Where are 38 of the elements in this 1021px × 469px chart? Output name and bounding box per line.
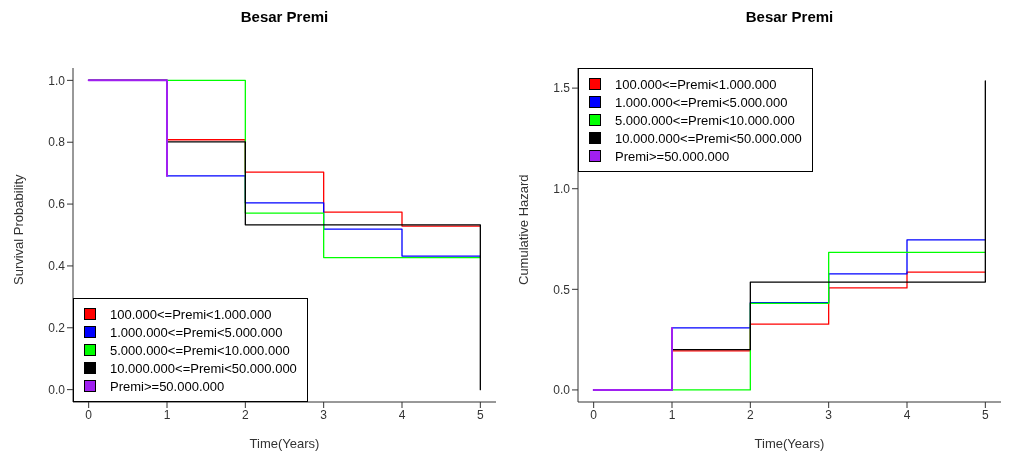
legend-label: 1.000.000<=Premi<5.000.000 bbox=[615, 94, 788, 110]
legend-label: Premi>=50.000.000 bbox=[615, 148, 730, 164]
legend-label: 5.000.000<=Premi<10.000.000 bbox=[615, 112, 795, 128]
y-tick-label: 1.0 bbox=[48, 73, 66, 88]
legend-label: 1.000.000<=Premi<5.000.000 bbox=[110, 324, 283, 340]
y-tick-label: 0.0 bbox=[553, 383, 571, 398]
x-tick-label: 4 bbox=[398, 407, 406, 422]
x-tick-label: 5 bbox=[476, 407, 484, 422]
chart-title: Besar Premi bbox=[744, 8, 835, 27]
chart-title: Besar Premi bbox=[239, 8, 330, 27]
x-tick-label: 3 bbox=[320, 407, 328, 422]
legend-label: 5.000.000<=Premi<10.000.000 bbox=[110, 342, 290, 358]
legend-label: Premi>=50.000.000 bbox=[110, 378, 225, 394]
y-tick-label: 1.5 bbox=[553, 81, 571, 96]
legend-label: 10.000.000<=Premi<50.000.000 bbox=[110, 360, 297, 376]
x-tick-label: 2 bbox=[241, 407, 249, 422]
legend-label: 100.000<=Premi<1.000.000 bbox=[615, 76, 777, 92]
x-axis-title: Time(Years) bbox=[754, 436, 825, 451]
y-tick-label: 0.5 bbox=[553, 282, 571, 297]
x-tick-label: 0 bbox=[590, 407, 598, 422]
x-axis-title: Time(Years) bbox=[249, 436, 320, 451]
x-tick-label: 1 bbox=[668, 407, 676, 422]
x-tick-label: 0 bbox=[85, 407, 93, 422]
x-tick-label: 2 bbox=[746, 407, 754, 422]
y-tick-label: 0.4 bbox=[48, 259, 66, 274]
x-tick-label: 4 bbox=[903, 407, 911, 422]
x-tick-label: 3 bbox=[825, 407, 833, 422]
x-tick-label: 5 bbox=[981, 407, 989, 422]
x-tick-label: 1 bbox=[163, 407, 171, 422]
y-axis-title: Cumulative Hazard bbox=[515, 174, 531, 285]
y-tick-label: 1.0 bbox=[553, 181, 571, 196]
y-tick-label: 0.2 bbox=[48, 321, 66, 336]
y-tick-label: 0.8 bbox=[48, 135, 66, 150]
legend-label: 100.000<=Premi<1.000.000 bbox=[110, 306, 272, 322]
y-axis-title: Survival Probability bbox=[10, 173, 26, 285]
y-tick-label: 0.0 bbox=[48, 382, 66, 397]
y-tick-label: 0.6 bbox=[48, 197, 66, 212]
legend-label: 10.000.000<=Premi<50.000.000 bbox=[615, 130, 802, 146]
